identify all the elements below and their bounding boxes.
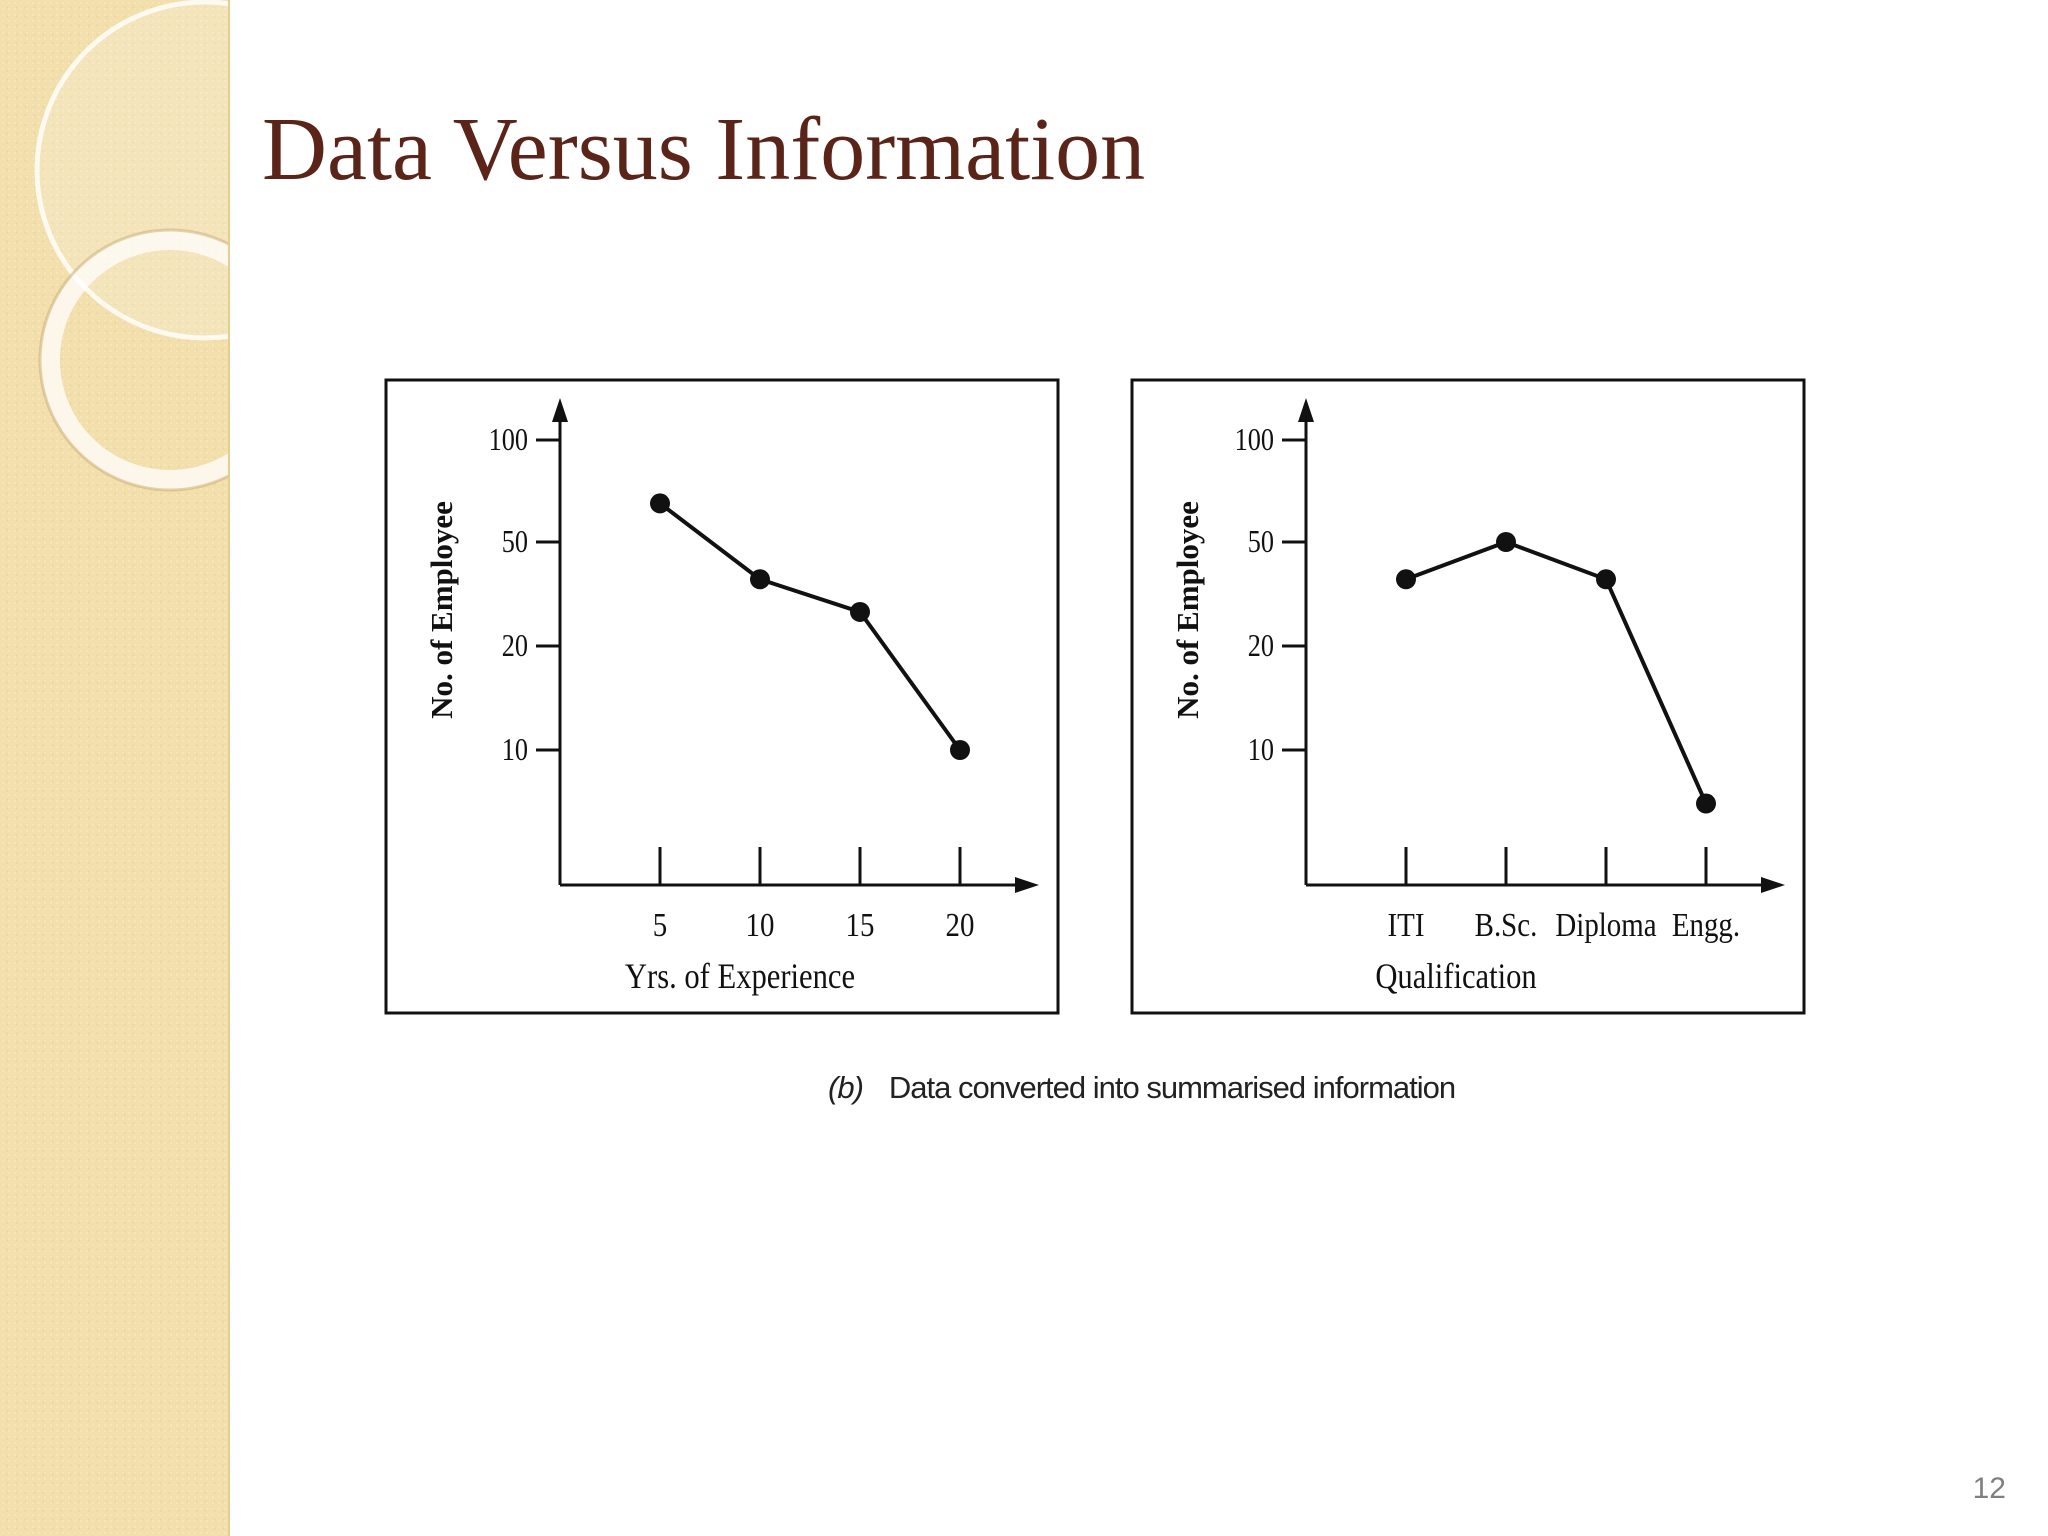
chart2-x-tick-label-1: ITI <box>1388 906 1425 944</box>
chart1-data-point-1 <box>650 493 670 514</box>
chart1-y-tick-label-50: 50 <box>502 525 528 560</box>
chart1-x-tick-label-4: 20 <box>946 906 975 944</box>
chart1-data-point-3 <box>850 601 870 622</box>
chart1-x-tick-label-2: 10 <box>746 906 775 944</box>
chart1-y-axis-label: No. of Employee <box>424 501 459 719</box>
chart1-x-tick-label-1: 5 <box>653 906 667 944</box>
chart1-y-tick-label-10: 10 <box>502 733 528 768</box>
chart2-x-axis-label: Qualification <box>1375 957 1537 997</box>
chart2-y-tick-label-100: 100 <box>1235 423 1274 458</box>
chart1-series-line <box>658 501 962 752</box>
caption-label: (b) <box>828 1070 864 1105</box>
chart2-data-point-3 <box>1596 569 1616 590</box>
chart2-series-line <box>1405 539 1708 805</box>
chart1-data-point-2 <box>750 569 770 590</box>
chart2-x-tick-label-3: Diploma <box>1555 906 1656 944</box>
decorative-sidebar <box>0 0 230 1536</box>
chart2-data-point-2 <box>1496 532 1516 552</box>
chart1-frame <box>384 378 1060 1015</box>
chart2-y-axis-label: No. of Employee <box>1170 501 1205 719</box>
chart2-y-tick-label-10: 10 <box>1248 733 1274 768</box>
chart1-data-point-4 <box>950 740 970 760</box>
chart1-x-axis-arrow <box>1015 877 1039 893</box>
chart2-y-tick-label-20: 20 <box>1248 629 1274 664</box>
chart1-y-tick-label-100: 100 <box>489 423 528 458</box>
chart2-y-axis-arrow <box>1298 398 1314 422</box>
chart2-x-tick-label-4: Engg. <box>1672 906 1740 944</box>
page-number: 12 <box>1972 1472 2006 1505</box>
chart2-x-axis-arrow <box>1761 877 1785 893</box>
chart2-data-point-4 <box>1696 793 1716 814</box>
chart2-y-tick-label-50: 50 <box>1248 525 1274 560</box>
chart1-x-tick-label-3: 15 <box>846 906 875 944</box>
chart1-y-axis-arrow <box>552 398 568 422</box>
chart2-x-tick-label-2: B.Sc. <box>1475 906 1538 944</box>
caption-text: Data converted into summarised informati… <box>888 1070 1456 1105</box>
chart1-x-axis-label: Yrs. of Experience <box>625 957 855 997</box>
chart2-data-point-1 <box>1396 569 1416 590</box>
chart1-y-tick-label-20: 20 <box>502 629 528 664</box>
figure-caption: (b) Data converted into summarised inform… <box>828 1070 1456 1106</box>
decorative-rings <box>34 0 228 492</box>
chart2-frame <box>1130 378 1806 1015</box>
slide-title: Data Versus Information <box>262 100 1146 199</box>
